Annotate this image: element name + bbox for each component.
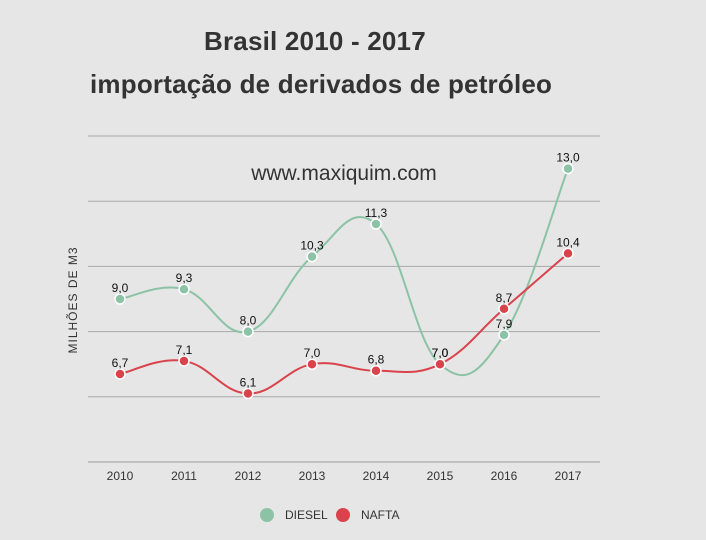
data-label-diesel: 7,9 [496, 317, 513, 331]
x-axis-ticks: 2010 2011 2012 2013 2014 2015 2016 2017 [107, 469, 582, 483]
x-tick-label: 2010 [107, 469, 134, 483]
chart-title-line-2: importação de derivados de petróleo [90, 69, 553, 99]
x-tick-label: 2012 [235, 469, 262, 483]
data-point-nafta[interactable] [370, 364, 382, 377]
legend-marker-nafta[interactable] [336, 508, 350, 522]
data-label-diesel: 11,3 [365, 206, 388, 220]
data-point-diesel[interactable] [242, 325, 254, 338]
series-layer: 9,09,38,010,311,37,07,913,06,77,16,17,0 6… [112, 151, 580, 400]
data-label-nafta: 6,7 [112, 356, 129, 370]
x-tick-label: 2015 [427, 469, 454, 483]
data-point-nafta[interactable] [242, 387, 254, 400]
data-point-nafta[interactable] [498, 303, 510, 315]
data-label-nafta: 6,1 [240, 376, 257, 390]
data-point-diesel[interactable] [562, 162, 574, 175]
data-point-diesel[interactable] [114, 293, 126, 305]
data-point-nafta[interactable] [434, 358, 446, 370]
data-point-diesel[interactable] [498, 329, 510, 341]
x-tick-label: 2013 [299, 469, 326, 483]
data-point-nafta[interactable] [178, 355, 190, 367]
data-label-diesel: 9,3 [176, 271, 193, 285]
data-point-nafta[interactable] [562, 247, 574, 260]
data-point-nafta[interactable] [306, 358, 318, 370]
legend: DIESEL NAFTA [260, 508, 399, 522]
y-axis-label: MILHÕES DE M3 [65, 246, 80, 353]
legend-label-diesel[interactable]: DIESEL [285, 508, 328, 522]
chart-title-line-1: Brasil 2010 - 2017 [204, 26, 426, 56]
data-label-nafta: 8,7 [496, 291, 513, 305]
data-point-nafta[interactable] [114, 368, 126, 380]
data-label-diesel: 8,0 [240, 314, 257, 328]
data-label-nafta: 7,0 [304, 346, 321, 360]
data-label-diesel: 10,3 [300, 239, 324, 253]
data-label-nafta: 7,1 [176, 343, 193, 357]
data-label-diesel: 13,0 [556, 151, 580, 165]
data-label-nafta: 10,4 [556, 235, 580, 249]
data-point-diesel[interactable] [306, 250, 318, 263]
data-point-diesel[interactable] [178, 283, 190, 295]
x-tick-label: 2014 [363, 469, 390, 483]
x-tick-label: 2011 [171, 469, 197, 483]
watermark: www.maxiquim.com [250, 162, 437, 185]
legend-marker-diesel[interactable] [260, 508, 274, 522]
data-point-diesel[interactable] [370, 218, 382, 230]
x-tick-label: 2017 [555, 469, 582, 483]
data-label-diesel: 9,0 [112, 281, 129, 295]
legend-label-nafta[interactable]: NAFTA [361, 508, 399, 522]
gridlines [88, 135, 600, 463]
series-nafta: 6,7 7,1 6,1 7,0 6,8 7,0 8,7 10,4 [112, 235, 580, 400]
x-tick-label: 2016 [491, 469, 518, 483]
data-label-nafta: 7,0 [432, 346, 449, 360]
data-label-nafta: 6,8 [368, 353, 385, 367]
data-label-diesel: 7,0 [432, 346, 449, 360]
